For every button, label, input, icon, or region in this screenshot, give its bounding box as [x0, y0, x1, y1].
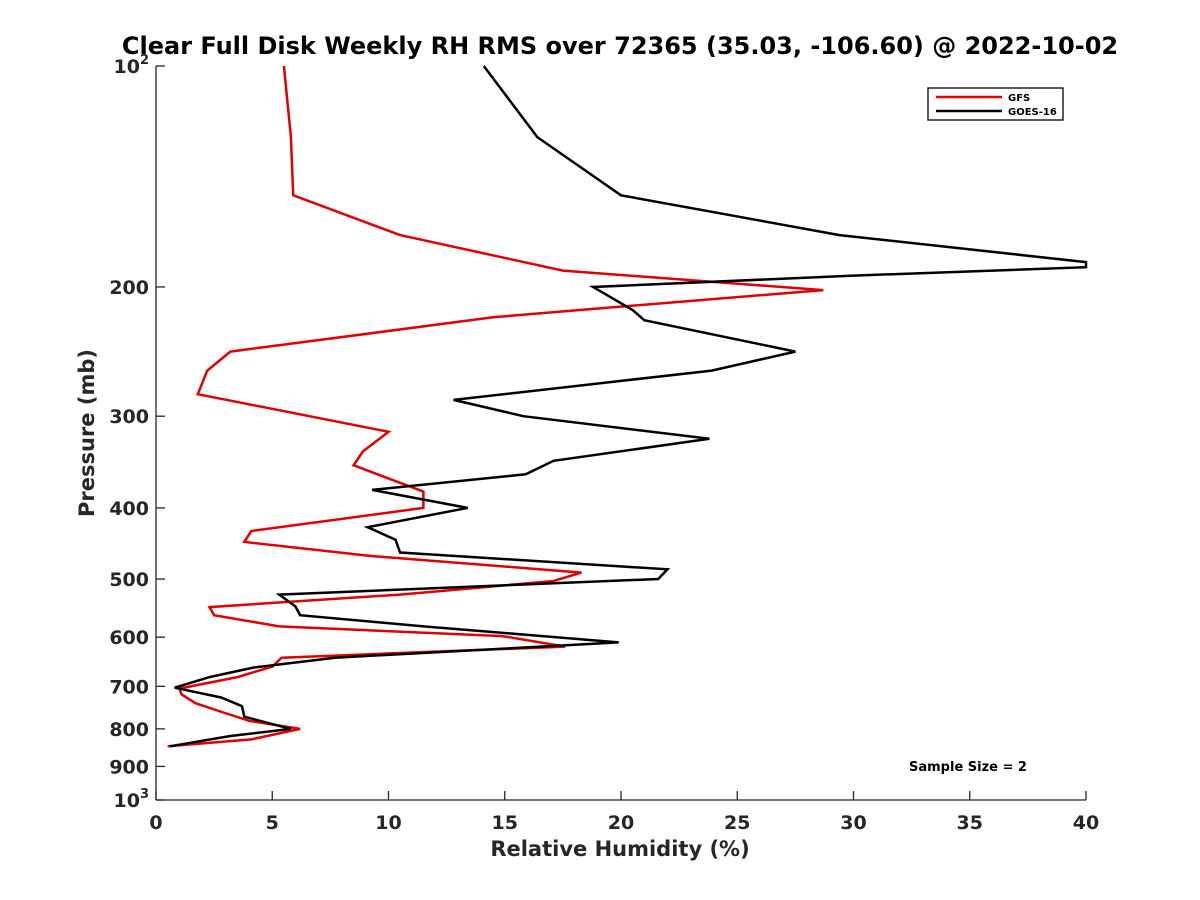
- sample-size-annotation: Sample Size = 2: [909, 760, 1027, 775]
- y-tick-label: 500: [109, 569, 149, 591]
- x-tick-label: 30: [840, 812, 866, 834]
- legend: GFS GOES-16: [927, 87, 1064, 121]
- y-tick-label: 600: [109, 627, 149, 649]
- y-tick-label: 700: [109, 676, 149, 698]
- x-axis-label: Relative Humidity (%): [490, 837, 749, 861]
- x-tick-label: 25: [724, 812, 750, 834]
- series-line-gfs: [167, 65, 824, 748]
- y-tick-label: 103: [114, 787, 150, 812]
- legend-box: [927, 87, 1064, 121]
- x-tick-label: 20: [608, 812, 634, 834]
- legend-label: GOES-16: [1008, 107, 1057, 118]
- chart-title: Clear Full Disk Weekly RH RMS over 72365…: [122, 32, 1118, 60]
- x-tick-label: 15: [492, 812, 518, 834]
- x-tick-label: 10: [375, 812, 401, 834]
- y-axis-label: Pressure (mb): [75, 349, 99, 517]
- y-axis: 102 200 300 400 500 600 700 800 900 103: [109, 53, 165, 812]
- y-tick-label: 800: [109, 719, 149, 741]
- x-tick-label: 35: [957, 812, 983, 834]
- legend-label: GFS: [1008, 93, 1030, 104]
- plot-area: [167, 65, 1088, 748]
- x-tick-label: 0: [149, 812, 162, 834]
- y-tick-label: 900: [109, 756, 149, 778]
- y-tick-label: 300: [109, 406, 149, 428]
- y-tick-label: 102: [114, 53, 150, 78]
- y-tick-label: 400: [109, 498, 149, 520]
- series-line-goes-16: [169, 65, 1088, 748]
- x-axis: 0 5 10 15 20 25 30 35 40: [149, 791, 1099, 834]
- x-tick-label: 40: [1073, 812, 1099, 834]
- y-tick-label: 200: [109, 277, 149, 299]
- x-tick-label: 5: [266, 812, 279, 834]
